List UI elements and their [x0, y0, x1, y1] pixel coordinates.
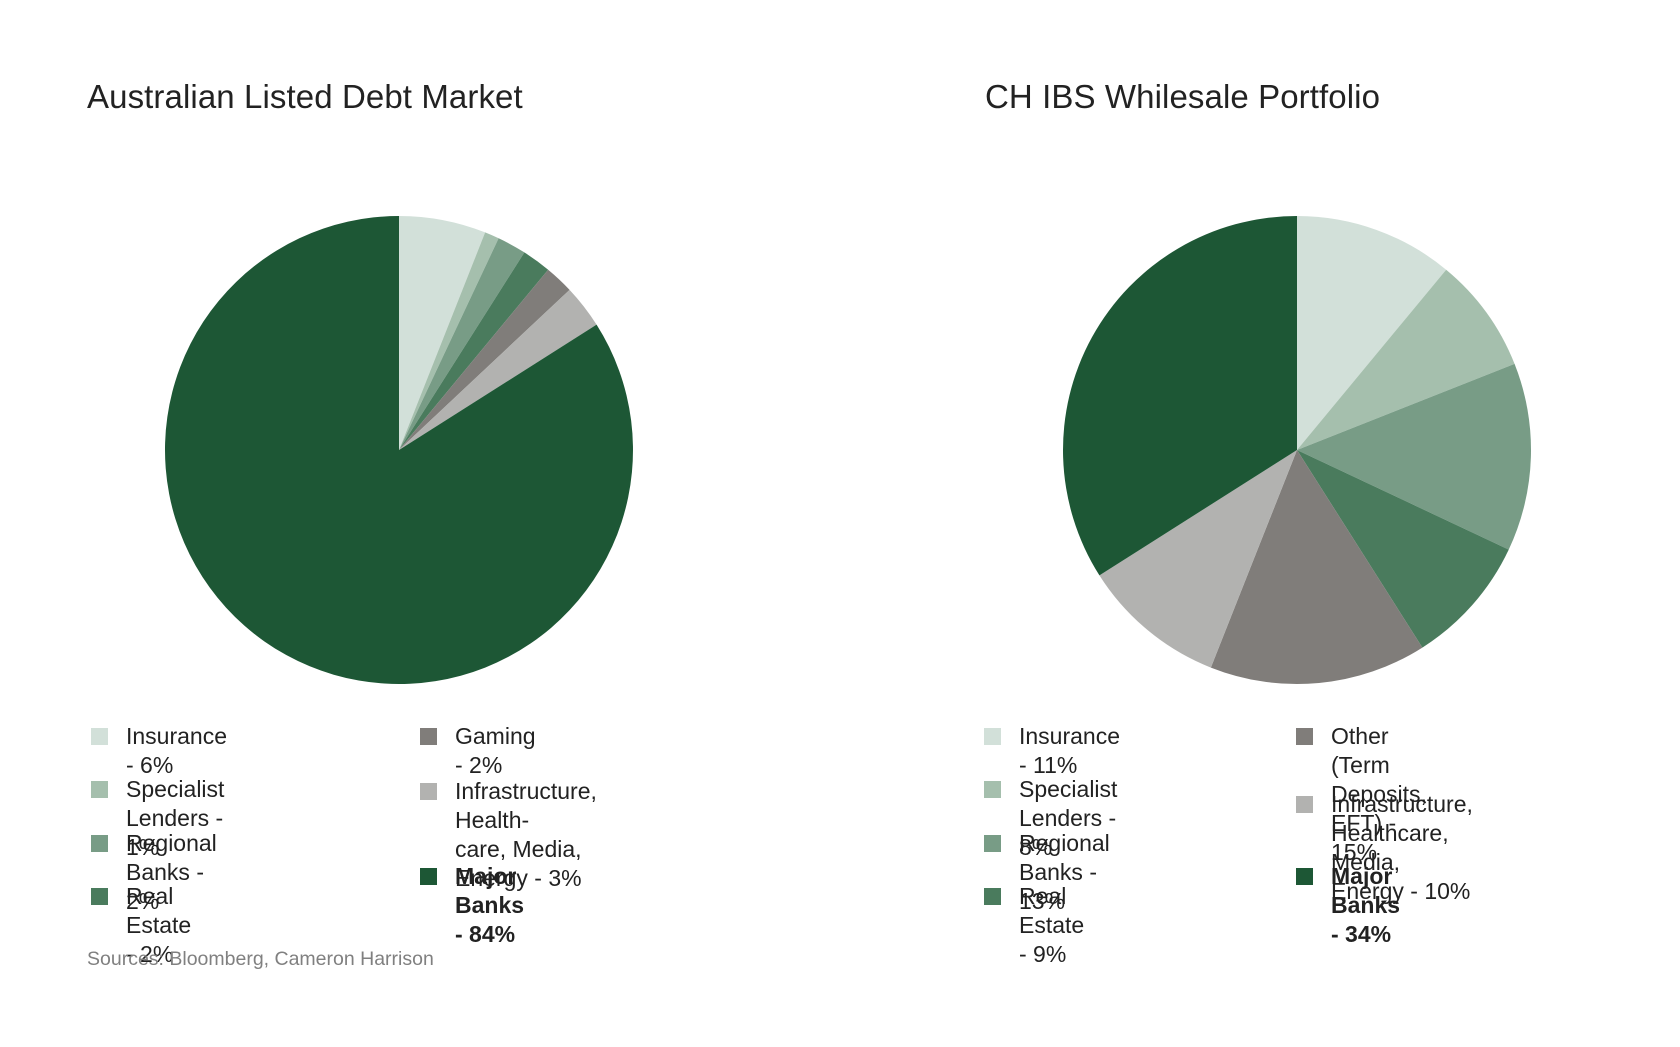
legend-item: Regional Banks - 2% — [91, 829, 217, 916]
legend-label: Infrastructure, Healthcare, Media, Energ… — [1331, 791, 1473, 904]
legend-label: Real Estate - 9% — [1019, 883, 1085, 967]
legend-label: Other (Term Deposits, EFT) - 15% — [1331, 723, 1427, 865]
legend-item: Real Estate - 9% — [984, 882, 1084, 969]
legend-swatch — [91, 835, 108, 852]
legend-swatch — [91, 728, 108, 745]
pie-slice-0-5 — [399, 289, 597, 450]
pie-slice-1-1 — [1297, 269, 1515, 450]
legend-label: Real Estate - 2% — [126, 883, 192, 967]
pie-slice-0-1 — [399, 232, 499, 450]
legend-label: Specialist Lenders - 1% — [126, 776, 225, 860]
legend-item: Major Banks - 34% — [1296, 862, 1400, 949]
pie-chart-left — [164, 216, 633, 684]
legend-label: Specialist Lenders - 8% — [1019, 776, 1118, 860]
legend-item: Specialist Lenders - 1% — [91, 775, 224, 862]
legend-swatch — [984, 728, 1001, 745]
legend-swatch — [1296, 728, 1313, 745]
legend-swatch — [984, 835, 1001, 852]
pie-slice-1-5 — [1099, 450, 1297, 668]
legend-label: Regional Banks - 2% — [126, 830, 217, 914]
pie-slice-0-3 — [399, 252, 549, 450]
legend-item: Infrastructure, Healthcare, Media, Energ… — [1296, 790, 1473, 906]
pie-chart-right — [1063, 216, 1532, 684]
legend-item: Real Estate - 2% — [91, 882, 191, 969]
legend-item: Insurance - 11% — [984, 722, 1120, 780]
chart-title-left: Australian Listed Debt Market — [87, 78, 523, 115]
legend-swatch — [91, 888, 108, 905]
pie-slice-1-2 — [1297, 363, 1532, 550]
pie-slice-0-6 — [164, 216, 633, 684]
legend-label: Major Banks - 84% — [455, 863, 525, 947]
legend-label: Infrastructure, Health- care, Media, Ene… — [455, 778, 597, 891]
legend-item: Gaming - 2% — [420, 722, 536, 780]
legend-item: Infrastructure, Health- care, Media, Ene… — [420, 777, 597, 893]
legend-swatch — [1296, 796, 1313, 813]
legend-swatch — [420, 728, 437, 745]
legend-item: Other (Term Deposits, EFT) - 15% — [1296, 722, 1427, 867]
legend-label: Major Banks - 34% — [1331, 863, 1401, 947]
source-note: Sources: Bloomberg, Cameron Harrison — [87, 948, 434, 970]
legend-label: Insurance - 11% — [1019, 723, 1121, 778]
pie-slice-1-3 — [1297, 450, 1509, 648]
pie-slice-0-2 — [399, 238, 525, 450]
legend-swatch — [420, 783, 437, 800]
legend-item: Insurance - 6% — [91, 722, 227, 780]
legend-swatch — [420, 868, 437, 885]
pie-slice-1-6 — [1063, 216, 1297, 576]
legend-label: Regional Banks - 13% — [1019, 830, 1110, 914]
legend-item: Regional Banks - 13% — [984, 829, 1110, 916]
legend-swatch — [984, 888, 1001, 905]
pie-slice-1-4 — [1210, 450, 1423, 684]
pie-slice-0-4 — [399, 269, 570, 450]
legend-swatch — [1296, 868, 1313, 885]
legend-swatch — [984, 781, 1001, 798]
legend-swatch — [91, 781, 108, 798]
chart-title-right: CH IBS Whilesale Portfolio — [985, 78, 1381, 115]
pie-slice-0-0 — [399, 216, 486, 450]
legend-item: Specialist Lenders - 8% — [984, 775, 1117, 862]
legend-item: Major Banks - 84% — [420, 862, 524, 949]
legend-label: Insurance - 6% — [126, 723, 228, 778]
legend-label: Gaming - 2% — [455, 723, 536, 778]
pie-slice-1-0 — [1297, 216, 1447, 450]
